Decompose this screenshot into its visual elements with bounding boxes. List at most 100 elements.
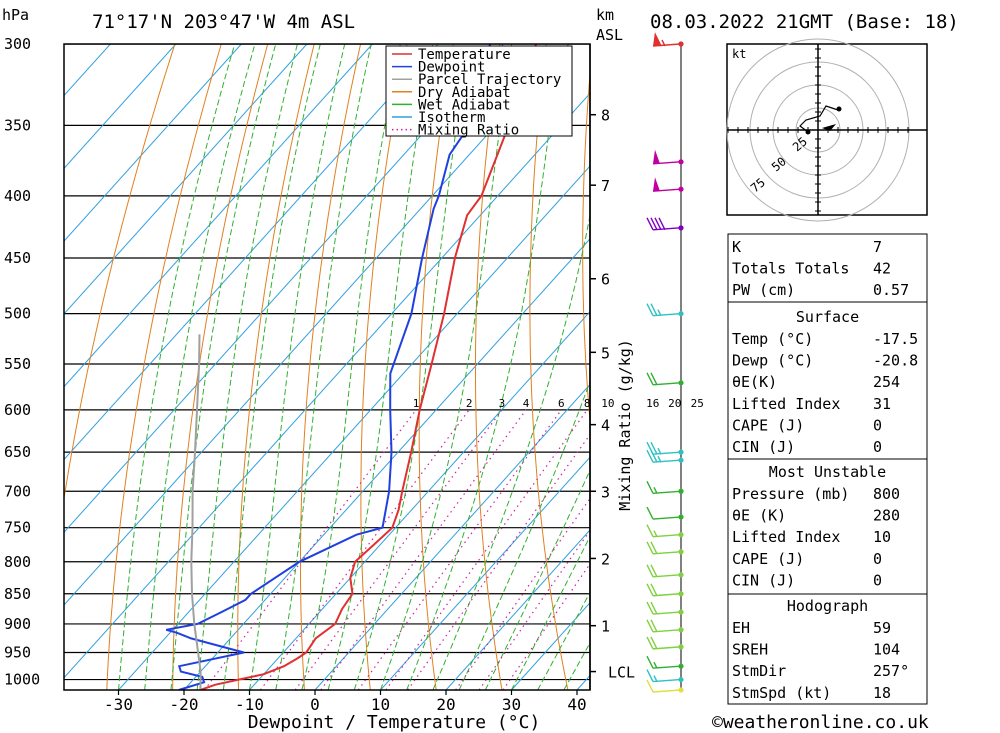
table-row-label: Lifted Index: [732, 528, 840, 546]
barb-shaft: [652, 689, 681, 693]
barb-flag: [646, 669, 654, 682]
temperature-tick-label: -30: [104, 695, 133, 714]
dry-adiabat-line: [360, 44, 408, 690]
temperature-tick-label: 10: [371, 695, 390, 714]
barb-flag: [650, 217, 658, 231]
dry-adiabat-line: [64, 44, 176, 502]
barb-flag: [650, 636, 658, 650]
pressure-tick-label: 450: [4, 249, 31, 267]
surface-table: [727, 301, 928, 460]
wind-barb: [646, 524, 681, 538]
legend-label: Dry Adiabat: [418, 85, 511, 101]
barb-flag: [650, 583, 658, 597]
table-row-label: CAPE (J): [732, 416, 804, 434]
dry-adiabat-line: [172, 44, 269, 690]
table-row-label: Totals Totals: [732, 260, 849, 278]
table-row-label: K: [732, 238, 741, 256]
height-tick-label: 8: [601, 107, 610, 125]
barb-flag: [654, 33, 662, 47]
barb-dot: [678, 41, 684, 47]
temperature-tick-label: -20: [170, 695, 199, 714]
wind-barb: [646, 655, 681, 669]
isotherm-line: [64, 44, 439, 461]
temperature-tick-label: 0: [310, 695, 320, 714]
wet-adiabat-line: [249, 44, 346, 690]
isotherm-line: [118, 165, 590, 690]
mixing-ratio-label: 1: [413, 397, 420, 410]
dry-adiabat-line: [106, 44, 222, 690]
barb-dot: [678, 676, 684, 683]
mixing-ratio-line: [407, 433, 590, 690]
barb-half-flag: [653, 661, 658, 669]
barb-flag: [646, 636, 654, 650]
pressure-tick-label: 300: [4, 35, 31, 53]
dry-adiabat-line: [529, 44, 569, 690]
wind-barb: [646, 541, 681, 555]
isotherm-line: [183, 238, 590, 690]
table-row-value: 0.57: [873, 281, 909, 299]
storm-motion-arrow: [822, 124, 836, 131]
wind-barb: [646, 679, 681, 693]
temperature-tick-label: -10: [235, 695, 264, 714]
barb-half-flag: [661, 39, 666, 47]
pressure-tick-label: 550: [4, 355, 31, 373]
barb-flag: [646, 217, 654, 231]
table-row-label: StmSpd (kt): [732, 684, 831, 702]
table-row-value: 31: [873, 395, 891, 413]
isotherm-line: [380, 456, 590, 690]
pressure-tick-label: 900: [4, 615, 31, 633]
wind-barb: [646, 601, 681, 615]
dry-adiabat-line: [964, 44, 1000, 690]
barb-dot: [678, 549, 684, 555]
wind-barb: [646, 564, 681, 578]
mixing-ratio-label: 6: [558, 397, 565, 410]
pressure-tick-label: 800: [4, 553, 31, 571]
datetime-title: 08.03.2022 21GMT (Base: 18): [650, 11, 959, 33]
km-label: km: [596, 6, 614, 24]
pressure-tick-label: 400: [4, 187, 31, 205]
height-tick-label: 1: [601, 618, 610, 636]
dry-adiabat-line: [475, 44, 503, 690]
barb-flag: [646, 449, 654, 463]
height-tick-label: 6: [601, 271, 610, 289]
isotherm-line: [64, 92, 590, 679]
wind-barb: [646, 636, 681, 650]
barb-dot: [678, 572, 684, 578]
barb-half-flag: [657, 455, 662, 463]
table-row-label: EH: [732, 619, 750, 637]
table-row-label: Lifted Index: [732, 395, 840, 413]
barb-dot: [678, 311, 684, 317]
barb-half-flag: [657, 309, 662, 316]
isotherm-line: [64, 44, 177, 170]
wet-adiabat-line: [222, 44, 321, 690]
wet-adiabat-line: [353, 44, 470, 690]
table-title: Most Unstable: [769, 463, 886, 481]
mixing-ratio-label: 16: [646, 397, 659, 410]
legend-label: Temperature: [418, 47, 511, 63]
barb-dot: [678, 159, 684, 165]
mixing-ratio-line: [385, 409, 588, 690]
wind-barb: [646, 480, 681, 494]
barb-dot: [678, 186, 684, 192]
table-row-label: Dewp (°C): [732, 352, 813, 370]
barb-half-flag: [653, 486, 658, 494]
isotherm-line: [314, 383, 590, 690]
barb-half-flag: [653, 530, 658, 537]
dry-adiabat-line: [634, 44, 700, 690]
legend-label: Isotherm: [418, 110, 485, 126]
table-row-value: 800: [873, 485, 900, 503]
table-row-value: 257°: [873, 662, 909, 680]
barb-flag: [646, 619, 654, 633]
mixing-ratio-label: 25: [691, 397, 704, 410]
table-row-value: 0: [873, 571, 882, 589]
indices-tables: K 7 Totals Totals 42 PW (cm) 0.57 Surface Temp …: [727, 233, 928, 705]
hodograph-start-dot: [805, 129, 811, 135]
barb-dot: [678, 457, 684, 463]
barb-flag: [650, 601, 658, 615]
wind-barb: [646, 583, 681, 597]
isotherm-line: [64, 44, 242, 242]
barb-dot: [678, 532, 684, 538]
